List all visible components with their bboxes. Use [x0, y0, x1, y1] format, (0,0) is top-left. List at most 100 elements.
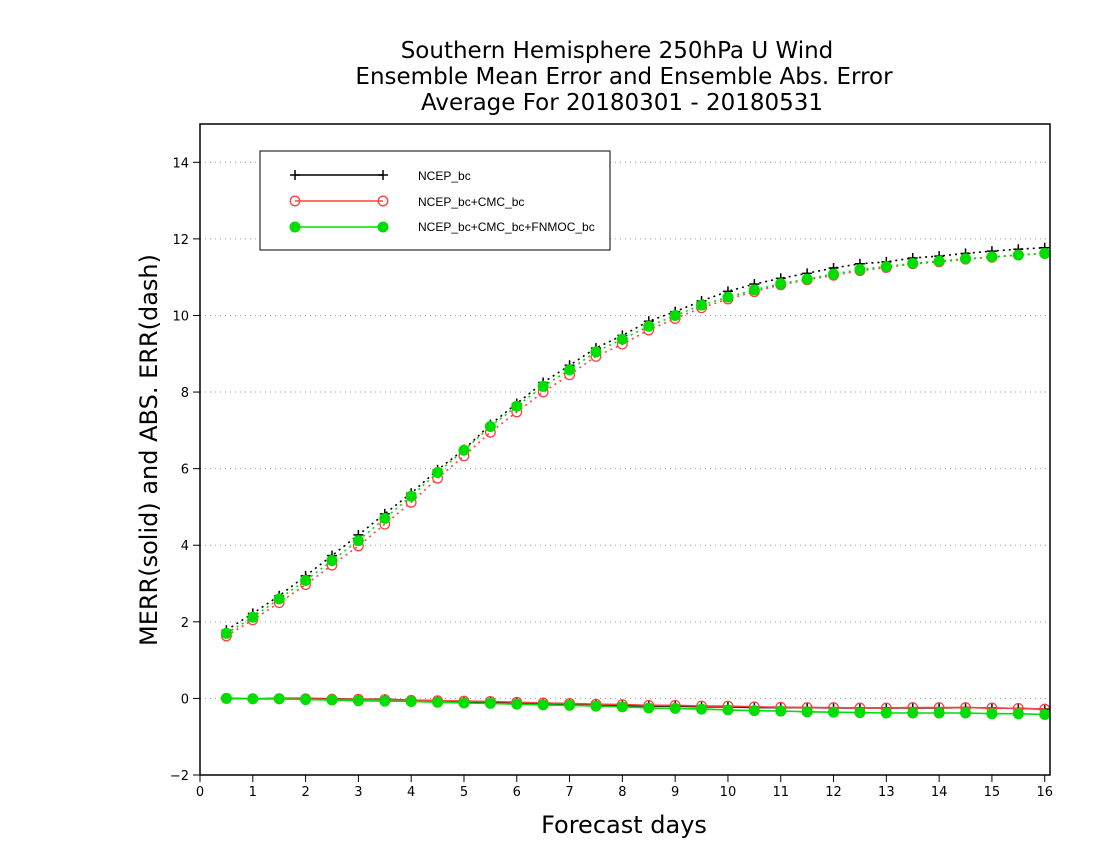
mean-err-point	[880, 707, 892, 719]
series-2	[220, 247, 1051, 720]
mean-err-point	[775, 705, 787, 717]
y-tick-label: 14	[172, 156, 189, 171]
abs-err-point	[722, 291, 734, 303]
mean-err-point	[220, 692, 232, 704]
abs-err-point	[326, 555, 338, 567]
x-tick-label: 3	[354, 785, 362, 800]
abs-err-line	[225, 246, 1045, 631]
abs-err-point	[801, 273, 813, 285]
mean-err-point	[405, 695, 417, 707]
mean-err-point	[722, 704, 734, 716]
abs-err-point	[933, 255, 945, 267]
mean-err-point	[484, 697, 496, 709]
abs-err-point	[511, 400, 523, 412]
abs-err-point	[880, 260, 892, 272]
legend-label-ncep-cmc-fnmoc: NCEP_bc+CMC_bc+FNMOC_bc	[418, 220, 595, 234]
abs-err-point	[854, 264, 866, 276]
x-tick-label: 15	[984, 785, 1001, 800]
legend-marker	[378, 170, 388, 180]
x-axis-title: Forecast days	[541, 811, 707, 839]
legend-marker	[289, 195, 301, 207]
x-tick-label: 4	[407, 785, 415, 800]
x-tick-label: 13	[878, 785, 895, 800]
x-tick-label: 12	[825, 785, 842, 800]
abs-err-point	[960, 253, 972, 265]
abs-err-point	[537, 380, 549, 392]
legend-label-ncep-bc: NCEP_bc	[418, 169, 471, 183]
series-1	[220, 247, 1051, 715]
x-tick-label: 7	[565, 785, 573, 800]
mean-err-point	[352, 695, 364, 707]
x-tick-label: 11	[772, 785, 789, 800]
mean-err-point	[590, 700, 602, 712]
x-tick-label: 6	[513, 785, 521, 800]
x-tick-label: 10	[720, 785, 737, 800]
mean-err-point	[537, 699, 549, 711]
abs-err-point	[432, 466, 444, 478]
legend: NCEP_bc NCEP_bc+CMC_bc NCEP_bc+CMC_bc+FN…	[259, 150, 611, 251]
mean-err-point	[616, 701, 628, 713]
abs-err-point	[1039, 247, 1051, 259]
mean-err-point	[511, 698, 523, 710]
x-tick-label: 5	[460, 785, 468, 800]
mean-err-point	[379, 695, 391, 707]
abs-err-point	[379, 512, 391, 524]
abs-err-point	[1012, 249, 1024, 261]
mean-err-point	[801, 706, 813, 718]
abs-err-point	[220, 627, 232, 639]
mean-err-point	[458, 697, 470, 709]
x-tick-label: 0	[196, 785, 204, 800]
abs-err-point	[352, 535, 364, 547]
grid-layer	[200, 161, 1050, 699]
x-tick-label: 16	[1036, 785, 1053, 800]
mean-err-point	[828, 706, 840, 718]
mean-err-point	[933, 707, 945, 719]
mean-err-point	[1039, 708, 1051, 720]
mean-err-point	[247, 693, 259, 705]
x-tick-label: 14	[931, 785, 948, 800]
abs-err-line	[225, 252, 1045, 634]
series-layer	[220, 242, 1051, 720]
mean-err-point	[564, 699, 576, 711]
chart-title-line-1: Southern Hemisphere 250hPa U Wind	[401, 38, 834, 64]
mean-err-point	[854, 707, 866, 719]
abs-err-point	[696, 299, 708, 311]
abs-err-point	[405, 490, 417, 502]
chart-title-line-2: Ensemble Mean Error and Ensemble Abs. Er…	[355, 64, 893, 90]
mean-err-point	[748, 705, 760, 717]
y-tick-label: 6	[181, 463, 189, 478]
abs-err-point	[484, 421, 496, 433]
mean-err-point	[432, 696, 444, 708]
abs-err-point	[775, 278, 787, 290]
y-axis-title: MERR(solid) and ABS. ERR(dash)	[135, 254, 163, 646]
mean-err-point	[300, 694, 312, 706]
y-tick-label: 2	[181, 616, 189, 631]
x-tick-label: 1	[249, 785, 257, 800]
legend-marker	[377, 195, 389, 207]
y-tick-label: 8	[181, 386, 189, 401]
abs-err-point	[643, 320, 655, 332]
legend-marker	[289, 221, 301, 233]
mean-err-point	[669, 702, 681, 714]
x-tick-label: 9	[671, 785, 679, 800]
legend-marker	[290, 170, 300, 180]
abs-err-point	[273, 593, 285, 605]
mean-err-point	[1012, 708, 1024, 720]
abs-err-point	[590, 346, 602, 358]
legend-label-ncep-cmc: NCEP_bc+CMC_bc	[418, 195, 524, 209]
abs-err-point	[458, 444, 470, 456]
abs-err-point	[748, 284, 760, 296]
mean-err-point	[986, 708, 998, 720]
abs-err-point	[907, 257, 919, 269]
mean-err-point	[643, 702, 655, 714]
chart-title-line-3: Average For 20180301 - 20180531	[421, 90, 823, 116]
legend-marker	[377, 221, 389, 233]
y-tick-label: 10	[172, 309, 189, 324]
y-tick-label: 0	[181, 692, 189, 707]
series-0	[221, 242, 1050, 715]
abs-err-point	[247, 611, 259, 623]
abs-err-point	[300, 574, 312, 586]
